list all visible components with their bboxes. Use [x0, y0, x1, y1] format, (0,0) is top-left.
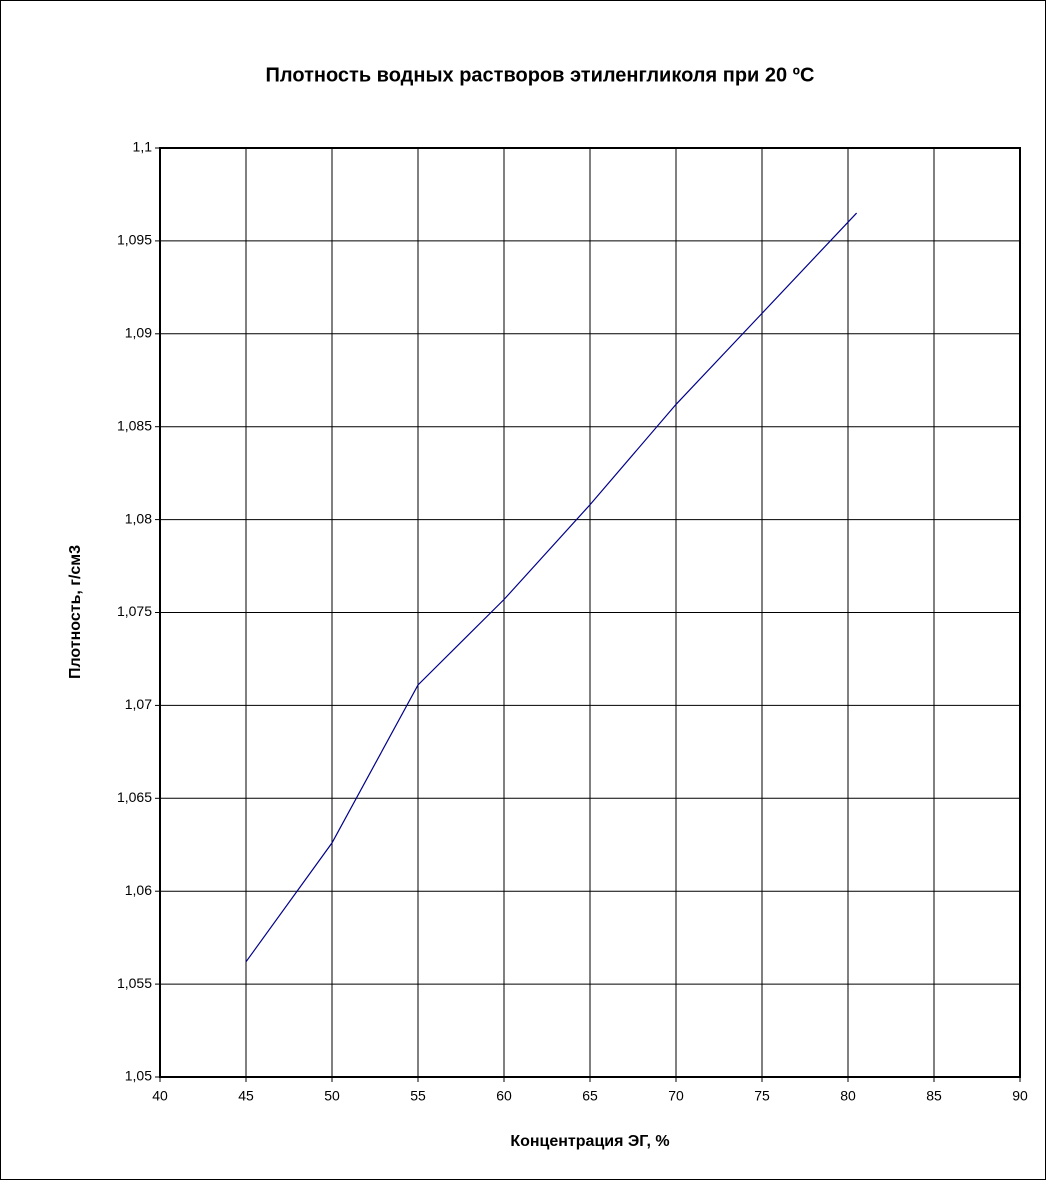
chart-title: Плотность водных растворов этиленгликоля…	[266, 64, 815, 86]
plot-frame	[159, 147, 1021, 1078]
y-tick-label: 1,085	[117, 417, 152, 433]
x-tick-label: 45	[238, 1088, 254, 1104]
x-tick-label: 50	[324, 1088, 340, 1104]
x-tick-label: 40	[152, 1088, 168, 1104]
x-tick-label: 65	[582, 1088, 598, 1104]
y-tick-label: 1,07	[125, 696, 152, 712]
x-tick-label: 85	[926, 1088, 942, 1104]
y-tick-label: 1,055	[117, 975, 152, 991]
x-tick-label: 90	[1012, 1088, 1028, 1104]
y-tick-label: 1,075	[117, 603, 152, 619]
y-tick-label: 1,09	[125, 325, 152, 341]
y-axis-label: Плотность, г/см3	[67, 545, 84, 679]
x-tick-label: 70	[668, 1088, 684, 1104]
y-tick-label: 1,05	[125, 1068, 152, 1084]
y-tick-label: 1,095	[117, 232, 152, 248]
x-axis-label: Концентрация ЭГ, %	[510, 1133, 669, 1150]
data-line	[245, 212, 858, 963]
x-tick-label: 60	[496, 1088, 512, 1104]
x-tick-label: 55	[410, 1088, 426, 1104]
y-tick-label: 1,1	[133, 139, 153, 155]
x-tick-label: 75	[754, 1088, 770, 1104]
y-tick-label: 1,08	[125, 510, 152, 526]
y-tick-label: 1,06	[125, 882, 152, 898]
y-tick-label: 1,065	[117, 789, 152, 805]
x-tick-label: 80	[840, 1088, 856, 1104]
